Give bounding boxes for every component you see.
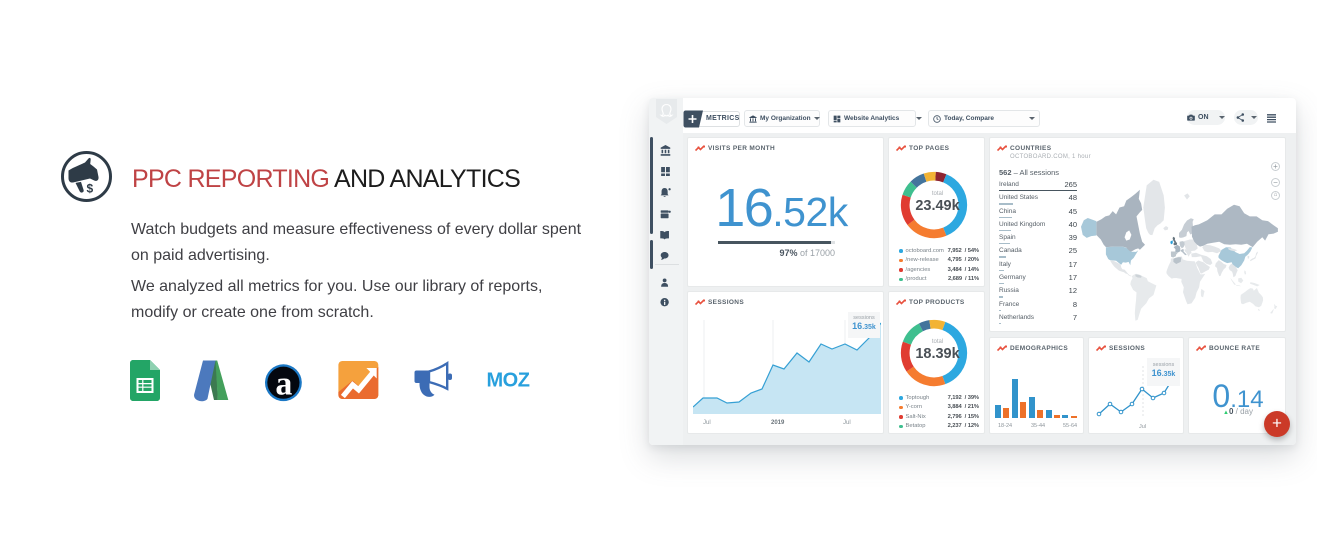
svg-text:MOZ: MOZ <box>487 370 530 392</box>
svg-text:$: $ <box>87 182 94 196</box>
svg-text:a: a <box>275 365 292 402</box>
